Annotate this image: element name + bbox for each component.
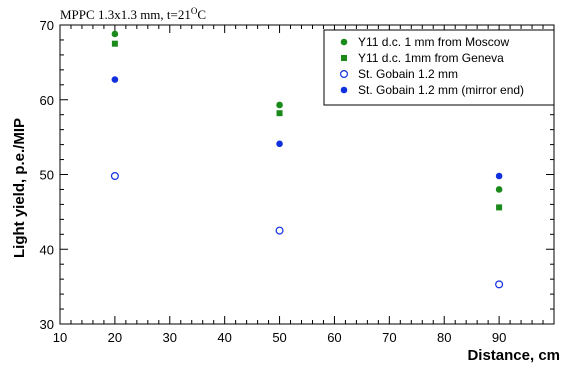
chart-title: MPPC 1.3x1.3 mm, t=21OC [60,6,206,22]
series-4 [111,76,503,180]
x-axis: 10 20 30 40 50 60 70 80 90 [53,25,555,345]
y-tick-label: 30 [40,317,54,332]
legend-item: St. Gobain 1.2 mm (mirror end) [340,83,524,97]
legend: Y11 d.c. 1 mm from Moscow Y11 d.c. 1mm fr… [323,29,555,106]
y-tick-label: 50 [40,168,54,183]
data-point [495,186,503,193]
legend-item: Y11 d.c. 1 mm from Moscow [340,35,509,49]
legend-label: St. Gobain 1.2 mm (mirror end) [358,83,524,97]
x-tick-label: 90 [492,330,506,345]
series-2 [111,40,503,211]
data-point [496,204,503,211]
data-markers [110,30,504,289]
y-axis-title: Light yield, p.e./MIP [11,118,28,258]
data-point [276,110,283,117]
data-point [111,76,119,83]
x-tick-label: 80 [437,330,451,345]
data-point [275,226,284,235]
x-axis-title: Distance, cm [467,347,560,364]
legend-item: Y11 d.c. 1mm from Geneva [341,51,504,65]
y-tick-label: 60 [40,93,54,108]
x-tick-label: 30 [163,330,177,345]
y-tick-label: 70 [40,18,54,33]
legend-label: St. Gobain 1.2 mm [358,67,458,81]
legend-marker [340,86,348,94]
data-point [276,101,283,109]
data-point [495,280,504,289]
legend-box [323,29,555,106]
legend-item: St. Gobain 1.2 mm [340,67,458,81]
y-tick-label: 40 [40,242,54,257]
y-axis: 30 40 50 60 70 [40,18,554,332]
legend-marker [340,69,349,78]
series-3 [110,171,504,289]
legend-marker [341,55,347,61]
x-tick-label: 60 [327,330,341,345]
data-point [111,30,119,38]
legend-marker [340,38,348,46]
data-point [110,171,119,180]
data-point [111,40,118,47]
x-tick-label: 10 [53,330,67,345]
x-tick-label: 40 [217,330,231,345]
x-tick-label: 20 [108,330,122,345]
x-tick-label: 70 [382,330,396,345]
x-tick-label: 50 [272,330,286,345]
data-point [276,140,283,148]
series-1 [111,30,503,193]
legend-label: Y11 d.c. 1 mm from Moscow [358,35,509,49]
data-point [495,172,503,180]
legend-label: Y11 d.c. 1mm from Geneva [358,51,504,65]
